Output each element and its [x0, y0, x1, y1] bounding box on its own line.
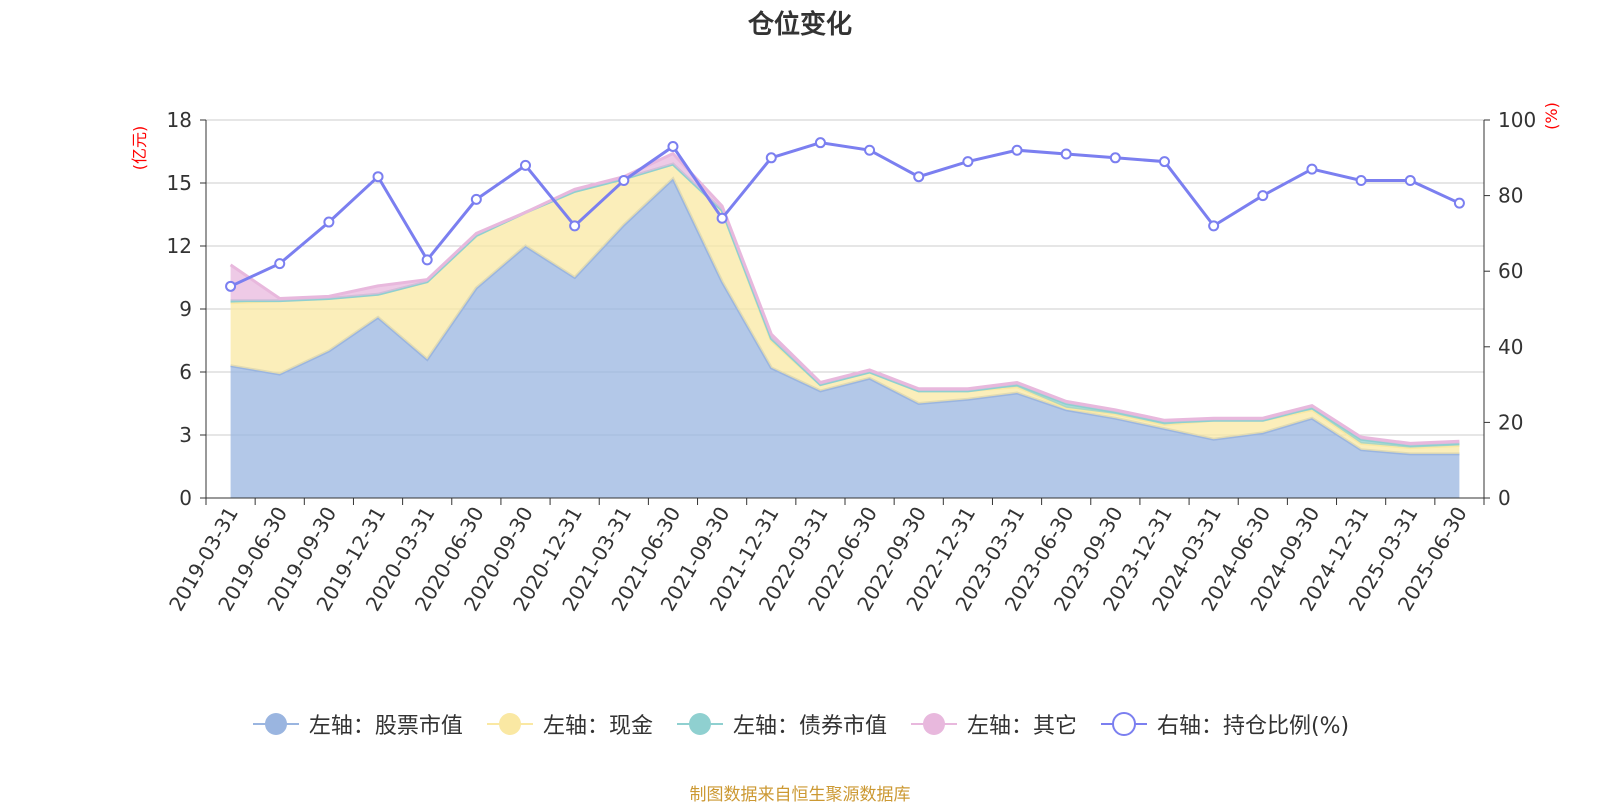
- area-edge-series-3: [229, 151, 1460, 445]
- legend-symbol-icon: [676, 713, 723, 735]
- line-point: [765, 152, 777, 164]
- line-point: [1453, 197, 1465, 209]
- line-point: [1208, 220, 1220, 232]
- legend-item[interactable]: 左轴：其它: [909, 708, 1077, 740]
- line-point: [962, 156, 974, 168]
- line-point: [569, 220, 581, 232]
- line-point: [618, 174, 630, 186]
- y-left-tick-label: 12: [167, 234, 192, 258]
- line-point: [520, 159, 531, 171]
- legend-symbol-icon: [252, 713, 299, 735]
- line-point: [421, 254, 433, 266]
- area-series-0: [230, 178, 1460, 499]
- y-right-tick-label: 60: [1498, 259, 1523, 283]
- line-point: [716, 212, 728, 224]
- y-left-tick-label: 18: [167, 108, 192, 132]
- line-point: [225, 280, 237, 292]
- area-series-1: [230, 164, 1460, 454]
- chart-title: 仓位变化: [747, 10, 852, 40]
- line-point: [667, 140, 679, 152]
- chart-plot: 03691215180204060801002019-03-312019-06-…: [130, 102, 1561, 615]
- line-point: [372, 171, 384, 183]
- legend-label: 左轴：其它: [966, 714, 1077, 739]
- y-right-tick-label: 20: [1498, 410, 1523, 434]
- line-point: [864, 144, 876, 156]
- line-point: [323, 216, 335, 228]
- line-point: [1060, 148, 1072, 160]
- legend-label: 左轴：现金: [542, 714, 653, 739]
- line-point: [470, 193, 482, 205]
- legend-symbol-icon: [910, 713, 957, 735]
- legend-label: 右轴：持仓比例(%): [1156, 714, 1350, 739]
- legend-label: 左轴：股票市值: [308, 714, 463, 739]
- line-point: [1404, 174, 1416, 186]
- y-left-tick-label: 9: [179, 297, 192, 321]
- line-point: [913, 171, 925, 183]
- y-right-tick-label: 80: [1498, 184, 1523, 208]
- y-right-tick-label: 100: [1498, 108, 1536, 132]
- legend-item[interactable]: 左轴：股票市值: [251, 708, 463, 740]
- y-left-tick-label: 6: [179, 360, 192, 384]
- legend-symbol-icon: [486, 713, 533, 735]
- y-left-tick-label: 0: [179, 486, 192, 510]
- source-note: 制图数据来自恒生聚源数据库: [689, 785, 911, 805]
- line-point: [1306, 163, 1318, 175]
- line-point: [1011, 144, 1023, 156]
- line-series-4: [229, 141, 1461, 288]
- legend-item[interactable]: 右轴：持仓比例(%): [1099, 708, 1349, 740]
- legend-item[interactable]: 左轴：现金: [485, 708, 653, 740]
- line-point: [1257, 190, 1269, 202]
- line-point: [1355, 174, 1367, 186]
- line-point: [274, 258, 286, 270]
- line-point: [814, 137, 826, 149]
- legend-symbol-icon: [1100, 712, 1147, 736]
- right-axis-label: (%): [1542, 102, 1561, 130]
- left-axis-label: (亿元): [130, 126, 149, 171]
- line-point: [1159, 156, 1170, 168]
- legend-label: 左轴：债券市值: [732, 714, 887, 739]
- y-right-tick-label: 40: [1498, 335, 1523, 359]
- legend-item[interactable]: 左轴：债券市值: [675, 708, 887, 740]
- y-right-tick-label: 0: [1498, 486, 1511, 510]
- y-left-tick-label: 15: [167, 171, 192, 195]
- line-point: [1109, 152, 1121, 164]
- y-left-tick-label: 3: [179, 423, 192, 447]
- chart-legend: 左轴：股票市值 左轴：现金 左轴：债券市值 左轴：其它 右轴：持仓比例(%): [0, 708, 1600, 740]
